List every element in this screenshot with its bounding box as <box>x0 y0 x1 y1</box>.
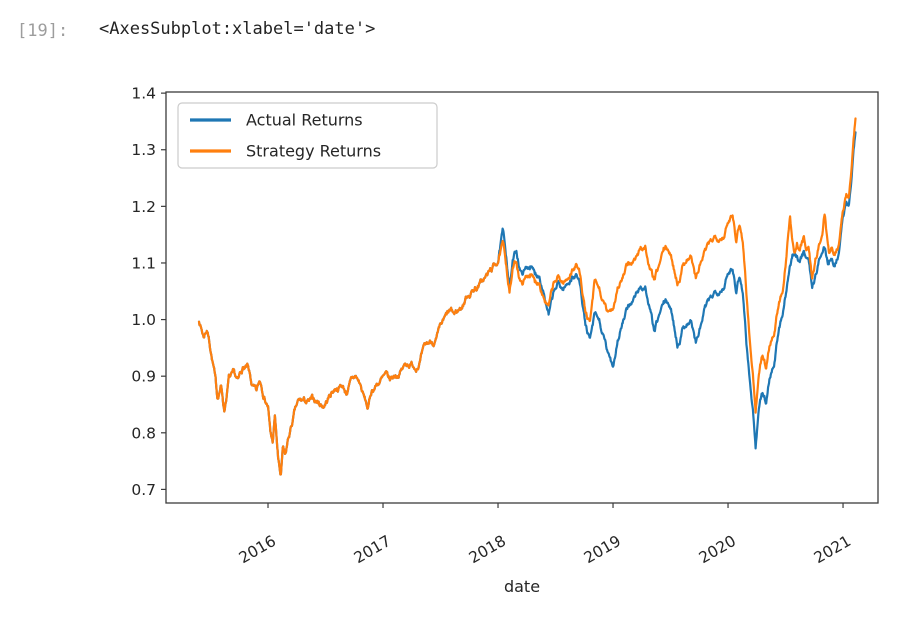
y-tick-label: 1.3 <box>131 141 156 159</box>
legend-label-actual-returns: Actual Returns <box>246 111 363 130</box>
x-tick-label: 2016 <box>236 532 279 567</box>
axes-frame <box>165 91 879 504</box>
legend-box <box>177 102 438 169</box>
legend-label-strategy-returns: Strategy Returns <box>246 142 381 161</box>
x-axis-label: date <box>504 577 540 596</box>
y-tick-label: 1.0 <box>131 311 156 329</box>
output-repr-text: <AxesSubplot:xlabel='date'> <box>99 19 376 39</box>
series-line-actual-returns <box>197 131 857 476</box>
series-line-strategy-returns <box>197 117 857 476</box>
y-tick-label: 1.1 <box>131 254 156 272</box>
y-tick-label: 0.7 <box>131 481 156 499</box>
x-tick-label: 2018 <box>466 532 509 567</box>
x-tick-label: 2017 <box>351 532 394 567</box>
y-tick-label: 1.2 <box>131 198 156 216</box>
x-tick-label: 2021 <box>811 532 854 567</box>
execution-count-prompt: [19]: <box>17 21 69 41</box>
y-tick-label: 1.4 <box>131 85 156 103</box>
x-tick-label: 2020 <box>696 532 739 567</box>
y-tick-label: 0.8 <box>131 424 156 442</box>
x-tick-label: 2019 <box>581 532 624 567</box>
y-tick-label: 0.9 <box>131 368 156 386</box>
